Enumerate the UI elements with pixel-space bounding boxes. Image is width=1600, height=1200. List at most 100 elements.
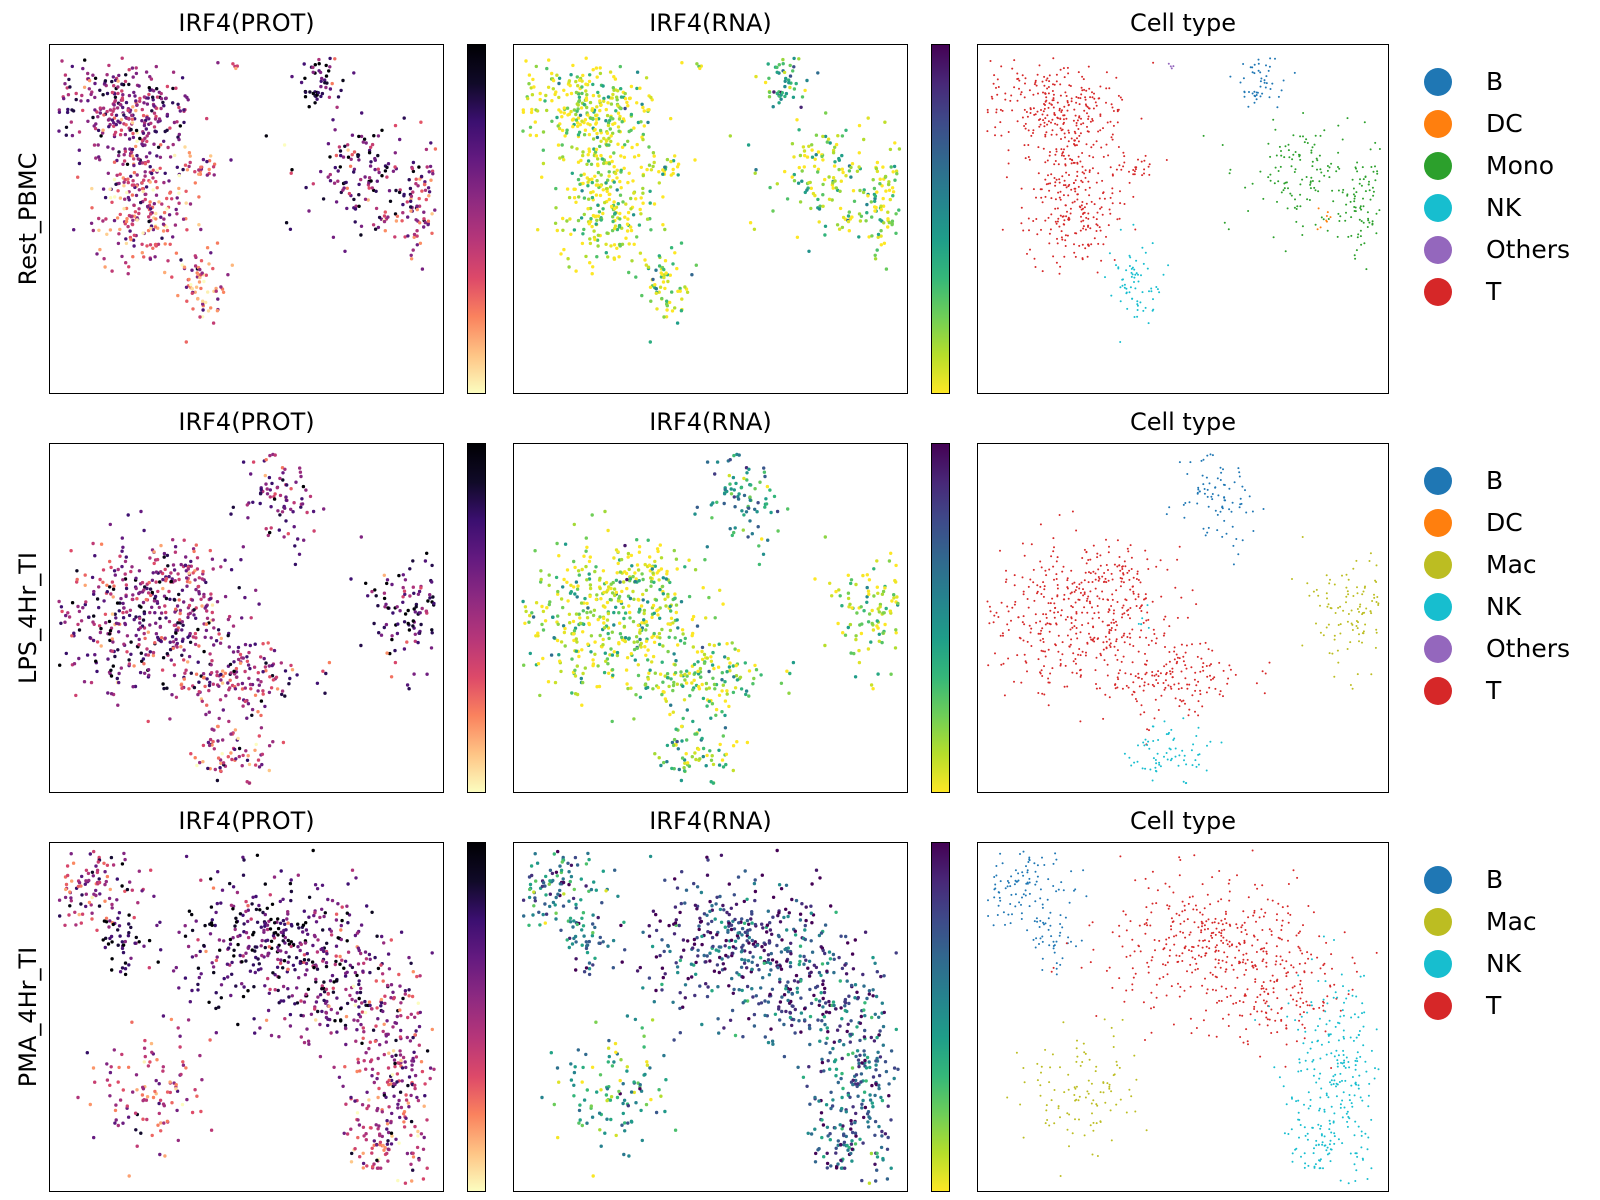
cell-point	[1035, 218, 1038, 220]
cell-point	[94, 156, 98, 160]
cell-point	[1070, 100, 1073, 103]
cell-point	[119, 666, 124, 670]
cell-point	[85, 653, 90, 657]
scatter-plot-prot	[49, 443, 444, 793]
cell-point	[187, 571, 191, 575]
cell-point	[1105, 87, 1108, 90]
cell-point	[152, 561, 156, 566]
cell-point	[1131, 661, 1134, 664]
cell-point	[1265, 64, 1267, 67]
cell-point	[145, 115, 149, 120]
cell-point	[732, 453, 736, 458]
cell-point	[188, 631, 192, 636]
cell-point	[1131, 266, 1134, 269]
cell-point	[357, 193, 361, 197]
cell-point	[1085, 216, 1088, 219]
cell-point	[1274, 128, 1277, 131]
cell-point	[1283, 156, 1286, 159]
cell-point	[728, 134, 732, 138]
cell-point	[207, 710, 211, 714]
cell-point	[154, 570, 159, 574]
cell-point	[215, 600, 220, 604]
cell-point	[243, 669, 247, 674]
cell-point	[572, 228, 577, 232]
cell-point	[646, 538, 650, 542]
cell-point	[610, 591, 615, 595]
cell-point	[1253, 101, 1256, 104]
cell-point	[635, 86, 639, 91]
cell-point	[250, 713, 254, 717]
cell-point	[139, 651, 143, 655]
cell-point	[891, 194, 895, 198]
cell-point	[271, 678, 276, 682]
cell-point	[1098, 616, 1100, 619]
cell-point	[654, 268, 658, 272]
cell-point	[575, 147, 579, 151]
cell-point	[258, 501, 262, 506]
cell-point	[875, 619, 879, 623]
cell-point	[177, 137, 181, 142]
cell-point	[1337, 166, 1339, 168]
cell-point	[1101, 213, 1104, 216]
cell-point	[1066, 685, 1069, 688]
cell-point	[1142, 262, 1145, 265]
cell-point	[680, 628, 685, 632]
cell-point	[1243, 91, 1246, 94]
cell-point	[1073, 143, 1076, 146]
cell-point	[846, 219, 851, 224]
cell-point	[1077, 653, 1080, 656]
cell-point	[821, 158, 825, 162]
cell-point	[1089, 602, 1092, 605]
cell-point	[702, 652, 707, 657]
cell-point	[197, 644, 201, 648]
cell-point	[602, 99, 606, 103]
cell-point	[110, 90, 115, 95]
cell-point	[688, 694, 692, 698]
cell-point	[1030, 627, 1033, 630]
cell-point	[1076, 637, 1079, 640]
cell-point	[582, 133, 587, 137]
cell-point	[598, 586, 602, 591]
cell-point	[1110, 136, 1113, 139]
cell-point	[1352, 193, 1355, 196]
cell-point	[1293, 71, 1296, 74]
cell-point	[571, 63, 575, 68]
cell-point	[622, 638, 626, 643]
cell-point	[155, 87, 159, 91]
cell-point	[888, 197, 892, 202]
cell-point	[866, 589, 871, 593]
cell-point	[1007, 629, 1010, 631]
cell-point	[1046, 77, 1049, 80]
cell-point	[869, 640, 873, 644]
cell-point	[182, 108, 186, 112]
cell-point	[411, 585, 415, 589]
cell-point	[524, 59, 528, 63]
cell-point	[1022, 593, 1025, 596]
cell-point	[1147, 322, 1150, 325]
cell-point	[635, 538, 639, 542]
cell-point	[775, 65, 779, 70]
cell-point	[163, 242, 167, 246]
cell-point	[219, 636, 223, 641]
cell-point	[582, 172, 586, 176]
cell-point	[603, 605, 607, 609]
cell-point	[1067, 194, 1070, 197]
cell-point	[202, 649, 206, 654]
cell-point	[987, 664, 990, 667]
cell-point	[111, 595, 115, 599]
cell-point	[1061, 175, 1064, 178]
cell-point	[1099, 229, 1102, 232]
cell-point	[89, 221, 94, 225]
panel-title: IRF4(PROT)	[178, 408, 315, 436]
cell-point	[180, 628, 184, 632]
cell-point	[1040, 109, 1042, 111]
cell-point	[127, 82, 131, 87]
cell-point	[623, 143, 627, 147]
cell-point	[93, 554, 97, 558]
cell-point	[184, 285, 189, 289]
cell-point	[186, 567, 190, 571]
cell-point	[256, 710, 260, 714]
cell-point	[1018, 87, 1020, 90]
cell-point	[560, 115, 564, 119]
cell-point	[122, 207, 126, 211]
